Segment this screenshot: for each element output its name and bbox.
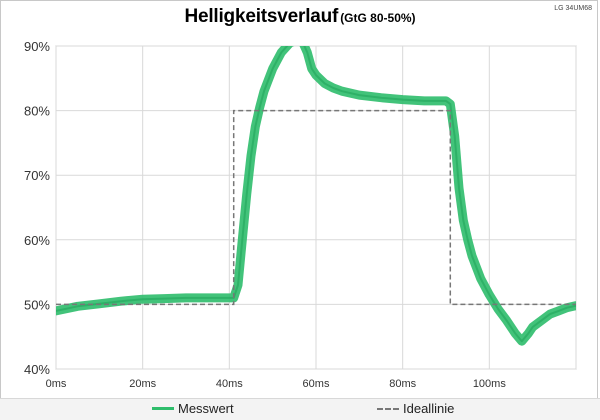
- legend-swatch-solid-icon: [152, 407, 174, 410]
- legend-item-ideallinie: Ideallinie: [377, 401, 454, 416]
- x-tick-label: 100ms: [473, 378, 507, 390]
- legend-label-ideallinie: Ideallinie: [403, 401, 455, 416]
- x-tick-label: 0ms: [46, 378, 67, 390]
- chart-title-block: Helligkeitsverlauf (GtG 80-50%): [0, 6, 600, 28]
- y-tick-label: 80%: [24, 104, 50, 119]
- legend-swatch-dashed-icon: [377, 407, 399, 410]
- chart-subtitle: (GtG 80-50%): [340, 11, 416, 25]
- legend: Messwert Ideallinie: [0, 398, 600, 420]
- x-tick-label: 60ms: [303, 378, 330, 390]
- legend-item-messwert: Messwert: [152, 401, 234, 416]
- x-tick-label: 20ms: [129, 378, 156, 390]
- series-line-ideallinie: [56, 109, 576, 306]
- monitor-model-label: LG 34UM68: [554, 5, 592, 12]
- y-tick-label: 70%: [24, 168, 50, 183]
- y-tick-label: 90%: [24, 39, 50, 54]
- series-line-messwert-core: [56, 46, 576, 343]
- y-tick-label: 40%: [24, 362, 50, 377]
- chart-title: Helligkeitsverlauf: [184, 6, 339, 27]
- x-tick-label: 40ms: [216, 378, 243, 390]
- y-tick-label: 60%: [24, 233, 50, 248]
- x-tick-label: 80ms: [389, 378, 416, 390]
- y-tick-label: 50%: [24, 297, 50, 312]
- legend-label-messwert: Messwert: [178, 401, 234, 416]
